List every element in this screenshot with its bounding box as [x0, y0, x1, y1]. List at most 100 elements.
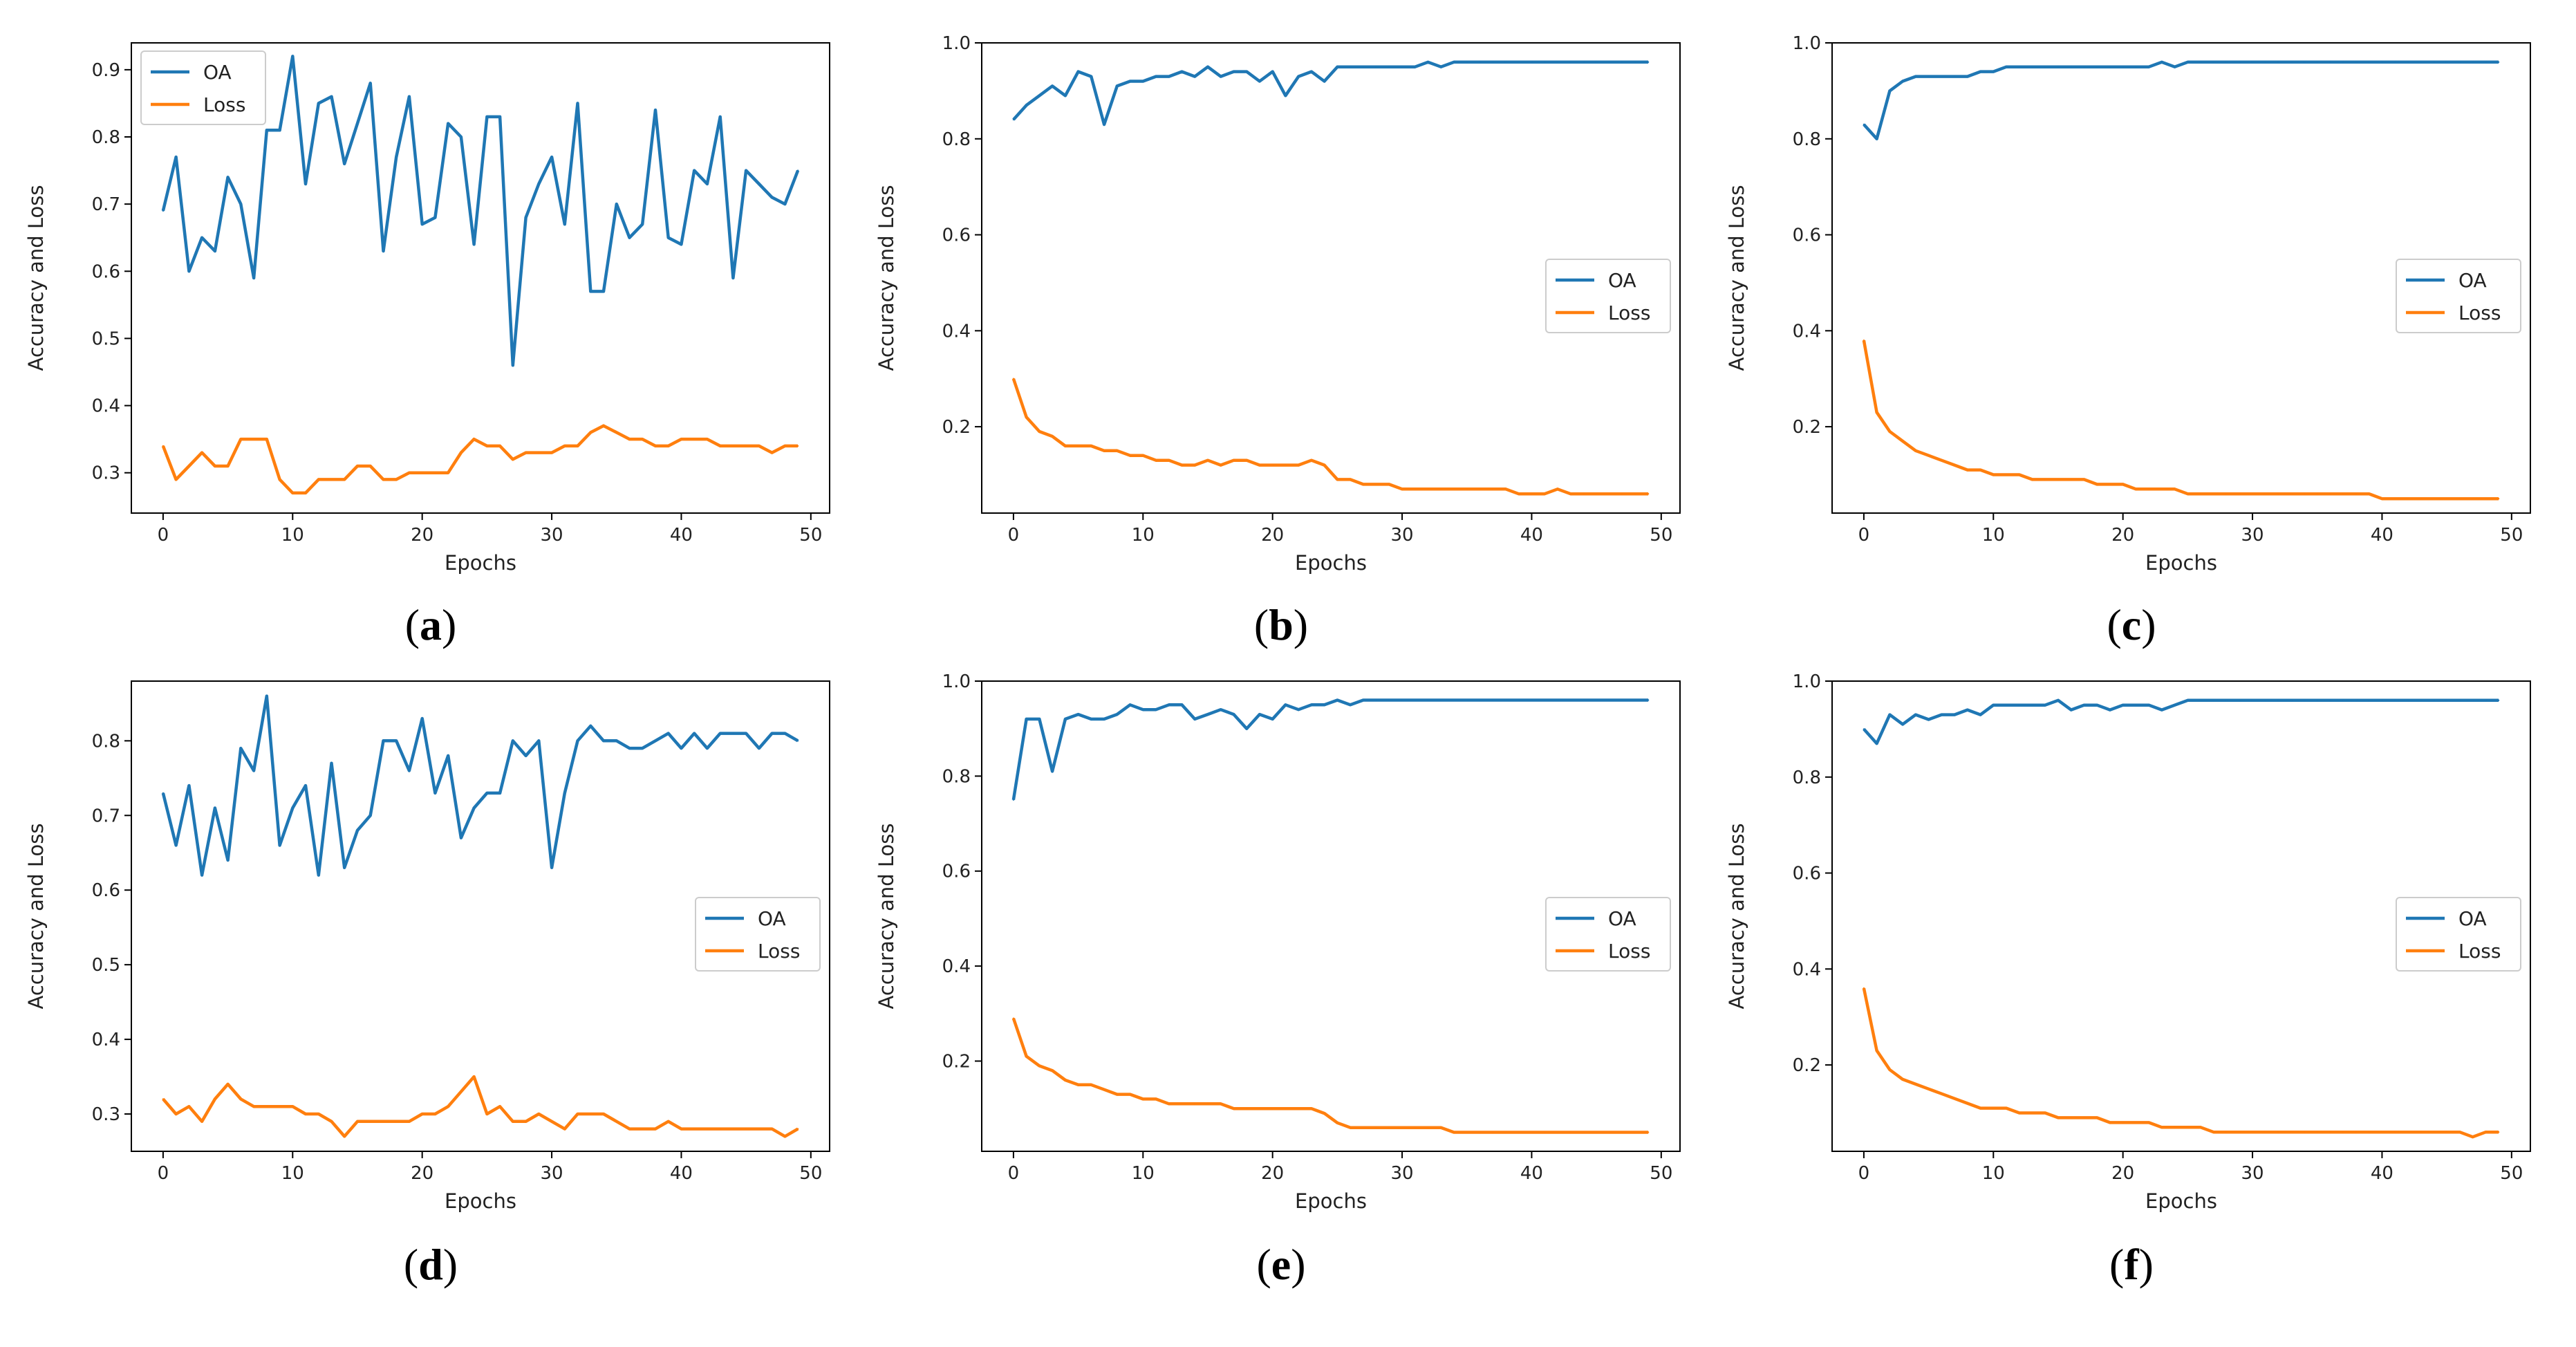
legend: OA Loss [695, 897, 821, 972]
data-point-oa [1979, 714, 1981, 716]
data-point-loss [1647, 1131, 1650, 1133]
y-tick-label: 0.4 [942, 321, 971, 342]
data-point-oa [525, 216, 527, 219]
data-point-loss [1258, 464, 1261, 466]
data-point-loss [1544, 493, 1546, 495]
data-point-loss [2070, 1117, 2072, 1119]
data-point-oa [796, 169, 799, 171]
data-point-loss [2394, 1131, 2396, 1133]
data-point-oa [1531, 61, 1533, 64]
legend: OA Loss [1545, 897, 1671, 972]
data-point-loss [395, 479, 398, 481]
data-point-oa [693, 732, 696, 734]
data-point-oa [356, 122, 359, 124]
data-point-oa [2225, 61, 2228, 64]
chart-panel-a: 0 10 20 30 40 50 0.3 0.4 0.5 0.6 0.7 0.8 0.9 Epochs Ac… [24, 42, 830, 649]
data-point-oa [2433, 61, 2435, 64]
data-point-oa [1901, 723, 1904, 725]
legend-label-loss: Loss [203, 93, 245, 116]
data-point-loss [538, 452, 540, 454]
data-point-oa [2277, 699, 2279, 701]
x-tick-label: 40 [670, 525, 693, 546]
data-point-oa [395, 740, 398, 742]
data-point-loss [758, 445, 760, 447]
data-point-oa [498, 792, 501, 795]
data-point-oa [2187, 61, 2189, 64]
y-tick-label: 0.8 [1793, 768, 1821, 788]
data-point-loss [550, 1120, 553, 1123]
legend-box [1545, 259, 1671, 333]
data-point-loss [2199, 1126, 2202, 1128]
data-point-oa [1012, 118, 1015, 121]
data-point-loss [1375, 1126, 1377, 1128]
data-point-loss [1414, 1126, 1416, 1128]
data-point-loss [1142, 454, 1144, 456]
data-point-loss [1863, 987, 1865, 990]
data-point-loss [2044, 479, 2046, 481]
data-point-oa [1168, 75, 1170, 77]
data-point-oa [1362, 66, 1365, 68]
data-point-loss [214, 465, 216, 467]
data-point-oa [1440, 66, 1442, 68]
data-point-oa [2368, 699, 2370, 701]
x-axis-label: Epochs [2145, 551, 2217, 575]
series-line-loss [161, 424, 799, 495]
data-point-oa [344, 162, 346, 165]
data-point-oa [175, 156, 177, 158]
data-point-loss [642, 438, 644, 440]
panel-caption: (d) [404, 1240, 458, 1289]
data-point-oa [2420, 699, 2422, 701]
data-point-loss [1531, 493, 1533, 495]
y-tick-label: 0.8 [942, 766, 971, 787]
data-point-oa [304, 784, 307, 787]
data-point-loss [1966, 1102, 1968, 1104]
data-point-loss [1876, 1050, 1878, 1052]
data-point-oa [279, 844, 281, 846]
data-point-oa [460, 837, 463, 839]
x-axis-label: Epochs [1295, 1189, 1367, 1213]
data-point-oa [2407, 61, 2409, 64]
data-point-loss [240, 438, 242, 440]
data-point-oa [240, 203, 242, 205]
data-point-oa [615, 740, 617, 742]
data-point-oa [654, 109, 657, 111]
x-axis-label: Epochs [2145, 1189, 2217, 1213]
data-point-oa [1194, 718, 1196, 721]
data-point-loss [2044, 1112, 2046, 1114]
data-point-loss [512, 458, 514, 461]
data-point-oa [1979, 71, 1981, 73]
data-point-loss [1863, 340, 1865, 342]
data-point-oa [1090, 718, 1092, 721]
data-point-oa [628, 747, 631, 750]
data-point-loss [1595, 1131, 1598, 1133]
data-point-oa [486, 792, 488, 795]
data-point-oa [615, 203, 617, 205]
data-point-loss [512, 1120, 514, 1123]
data-point-oa [680, 747, 682, 750]
data-point-loss [2458, 498, 2461, 500]
x-axis-label: Epochs [445, 551, 516, 575]
data-point-oa [538, 183, 540, 185]
data-point-oa [252, 770, 255, 772]
data-point-oa [1142, 80, 1144, 82]
data-point-loss [175, 479, 177, 481]
data-point-oa [2251, 699, 2254, 701]
data-point-loss [2264, 1131, 2266, 1133]
data-point-oa [2199, 699, 2202, 701]
data-point-loss [1298, 464, 1300, 466]
data-point-oa [1025, 718, 1027, 721]
data-point-oa [1608, 61, 1611, 64]
data-point-oa [784, 203, 786, 205]
data-point-loss [538, 1113, 540, 1115]
data-point-loss [628, 1128, 631, 1130]
data-point-loss [2174, 488, 2176, 490]
data-point-loss [667, 445, 669, 447]
data-point-oa [2160, 61, 2163, 64]
data-point-loss [1901, 1078, 1904, 1081]
data-point-oa [2316, 699, 2318, 701]
data-point-loss [2031, 1112, 2033, 1114]
x-tick-label: 30 [1391, 1163, 1414, 1184]
legend-label-loss: Loss [2458, 940, 2501, 963]
data-point-loss [2485, 1131, 2487, 1133]
